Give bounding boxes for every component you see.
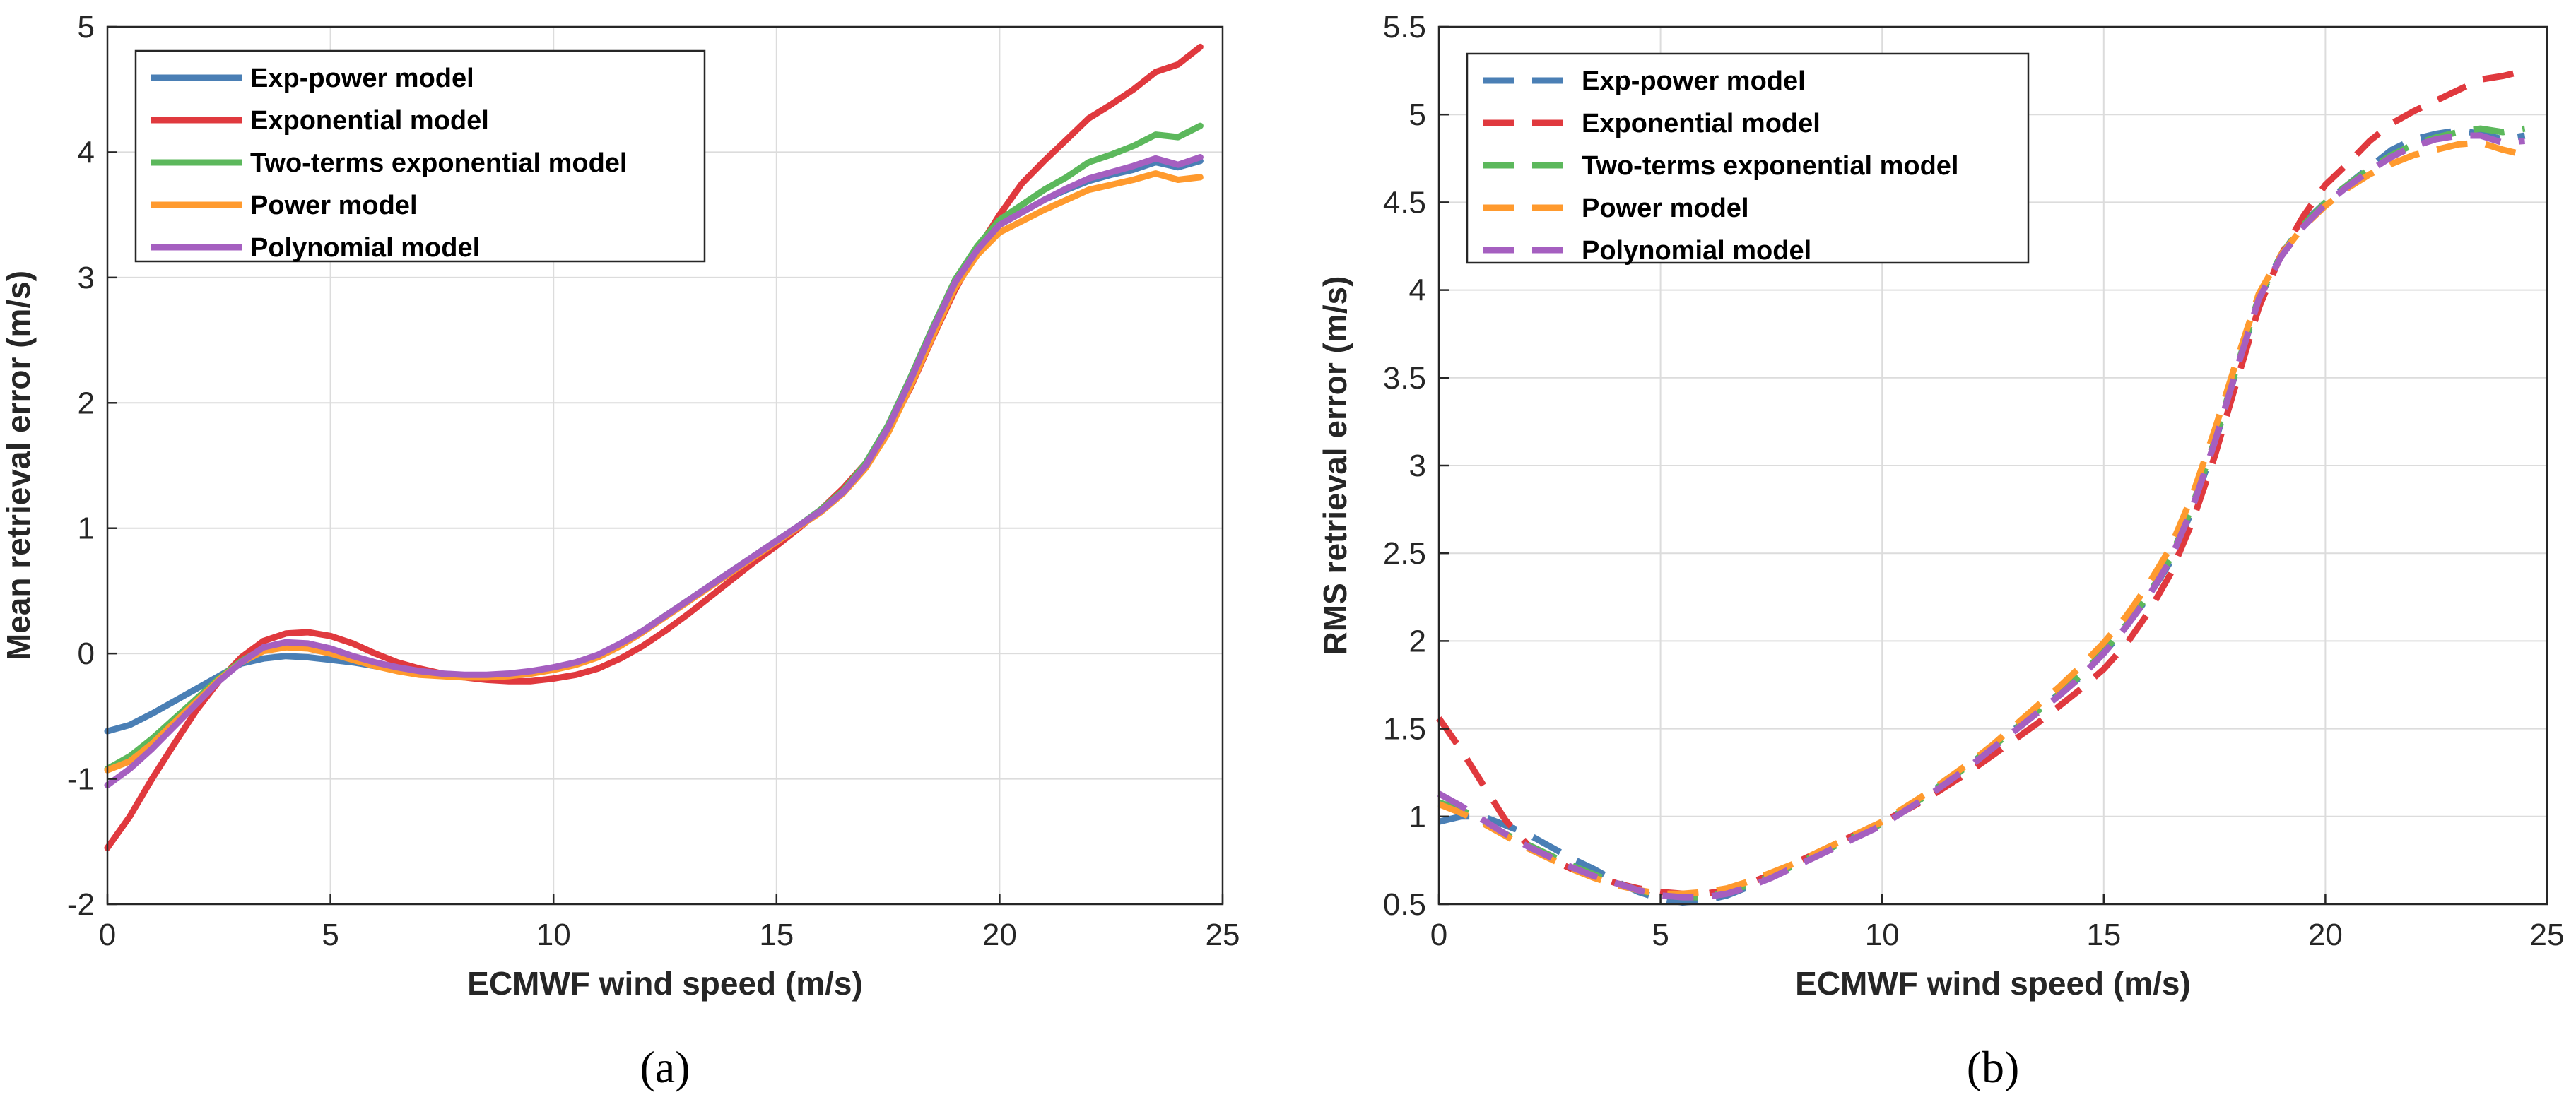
panel-label: (a) — [640, 1042, 690, 1092]
figure: 0 5 10 15 20 25-2-1012345ECMWF wind speed (m/… — [0, 0, 2576, 1102]
y-tick-label: 5 — [1409, 97, 1426, 132]
legend-entry-exp-power: Exp-power model — [1582, 66, 1806, 96]
y-tick-label: 4 — [78, 135, 95, 170]
legend-entry-two-terms: Two-terms exponential model — [250, 148, 627, 178]
x-tick-label: 0 — [99, 918, 116, 952]
y-tick-label: 3 — [78, 261, 95, 295]
x-tick-label: 5 — [322, 918, 339, 952]
x-tick-label: 10 — [536, 918, 571, 952]
x-tick-label: 0 — [1430, 918, 1447, 952]
legend-entry-power: Power model — [250, 191, 418, 220]
y-tick-label: 3 — [1409, 449, 1426, 483]
legend-entry-polynomial: Polynomial model — [250, 233, 480, 263]
y-tick-label: 0 — [78, 636, 95, 671]
legend-entry-polynomial: Polynomial model — [1582, 236, 1811, 266]
x-tick-label: 10 — [1865, 918, 1900, 952]
legend-entry-exponential: Exponential model — [250, 106, 489, 136]
y-axis-label: Mean retrieval error (m/s) — [0, 271, 37, 660]
y-tick-label: 1 — [1409, 800, 1426, 834]
y-tick-label: -2 — [67, 887, 95, 922]
x-tick-label: 5 — [1652, 918, 1669, 952]
y-tick-label: 2 — [78, 386, 95, 420]
panel-b-rms-retrieval-error: 0 5 10 15 20 25 0.5 1 1.5 2 2.5 3 3.5 4 4.5 5 5.5 ECMWF w… — [1317, 10, 2564, 1092]
y-tick-label: 0.5 — [1383, 887, 1426, 922]
y-tick-label: -1 — [67, 762, 95, 797]
x-tick-label: 25 — [2530, 918, 2565, 952]
legend-entry-exponential: Exponential model — [1582, 109, 1821, 138]
x-tick-label: 20 — [2308, 918, 2343, 952]
y-tick-label: 1 — [78, 511, 95, 546]
y-tick-label: 3.5 — [1383, 361, 1426, 396]
x-tick-label: 25 — [1206, 918, 1240, 952]
x-tick-label: 15 — [2086, 918, 2121, 952]
y-tick-label: 1.5 — [1383, 712, 1426, 747]
legend-entry-two-terms: Two-terms exponential model — [1582, 151, 1958, 181]
legend-entry-power: Power model — [1582, 194, 1749, 223]
panel-a-mean-retrieval-error: 0 5 10 15 20 25 -2 -1 0 1 2 3 4 5 ECMWF wind speed (m/… — [0, 10, 1240, 1092]
legend: Exp-power model Exponential model Two-term… — [136, 51, 705, 263]
x-axis-label: ECMWF wind speed (m/s) — [1795, 965, 2191, 1002]
x-tick-label: 15 — [759, 918, 794, 952]
panel-label: (b) — [1967, 1042, 2020, 1092]
series-line-power — [107, 174, 1200, 771]
legend: Exp-power model Exponential model Two-term… — [1467, 54, 2028, 266]
y-tick-label: 4.5 — [1383, 185, 1426, 220]
y-tick-label: 5 — [78, 10, 95, 45]
y-tick-label: 2.5 — [1383, 536, 1426, 571]
x-tick-label: 20 — [982, 918, 1017, 952]
y-tick-label: 2 — [1409, 624, 1426, 658]
y-tick-label: 5.5 — [1383, 10, 1426, 45]
x-axis-label: ECMWF wind speed (m/s) — [467, 965, 863, 1002]
y-tick-label: 4 — [1409, 273, 1426, 308]
legend-entry-exp-power: Exp-power model — [250, 64, 474, 93]
y-axis-label: RMS retrieval error (m/s) — [1317, 276, 1353, 656]
